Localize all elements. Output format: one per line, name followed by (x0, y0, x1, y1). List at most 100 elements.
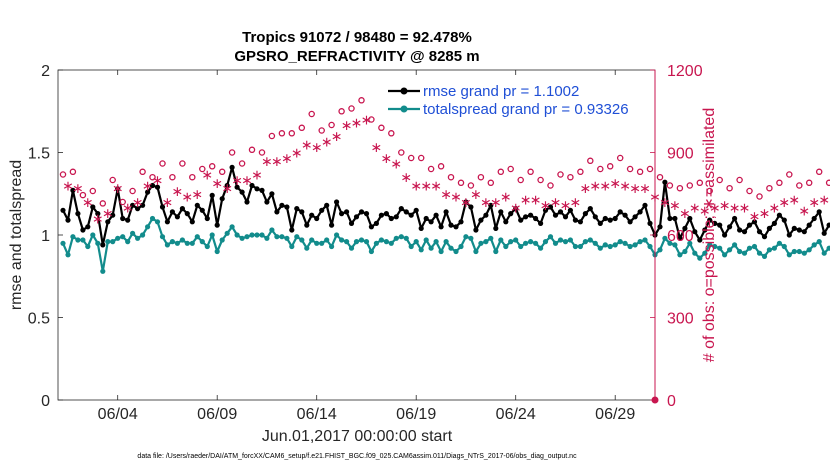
totalspread-point (130, 230, 136, 236)
rmse-point (324, 202, 330, 208)
assimilated-obs-marker: ∗ (400, 169, 412, 185)
rmse-point (796, 227, 802, 233)
rmse-point (120, 215, 126, 222)
totalspread-point (388, 240, 394, 246)
totalspread-point (214, 248, 220, 255)
totalspread-point (314, 240, 320, 246)
rmse-point (682, 225, 688, 231)
totalspread-point (403, 235, 409, 241)
totalspread-point (264, 235, 270, 241)
assimilated-obs-marker: ∗ (191, 186, 203, 202)
totalspread-point (582, 239, 589, 245)
rmse-point (592, 214, 598, 220)
y-right-tick-label: 600 (667, 228, 694, 245)
rmse-point (806, 222, 812, 228)
assimilated-obs-marker: ∗ (749, 208, 761, 224)
possible-obs-marker (59, 171, 67, 178)
totalspread-point (408, 243, 414, 250)
totalspread-point (105, 239, 111, 245)
totalspread-point (786, 252, 792, 258)
assimilated-obs-marker: ∗ (102, 205, 114, 221)
legend-label-rmse: rmse grand pr = 1.1002 (423, 83, 579, 100)
assimilated-obs-marker: ∗ (589, 178, 601, 194)
totalspread-point (309, 237, 315, 243)
y-right-tick-label: 0 (667, 393, 676, 410)
rmse-point (135, 206, 141, 212)
rmse-point (647, 220, 653, 226)
totalspread-point (239, 235, 245, 241)
totalspread-point (672, 242, 678, 248)
rmse-point (398, 206, 404, 212)
rmse-point (707, 217, 713, 223)
rmse-point (717, 222, 723, 228)
assimilated-obs-marker: ∗ (201, 167, 213, 183)
totalspread-point (503, 243, 509, 250)
rmse-point (174, 214, 180, 220)
possible-obs-marker (129, 187, 136, 195)
assimilated-obs-marker: ∗ (609, 175, 621, 191)
totalspread-point (647, 243, 653, 250)
assimilated-obs-marker: ∗ (639, 180, 651, 196)
assimilated-obs-marker: ∗ (221, 180, 233, 196)
possible-obs-marker (716, 176, 723, 184)
rmse-point (791, 225, 797, 231)
assimilated-obs-marker: ∗ (321, 134, 333, 150)
possible-obs-marker (159, 160, 166, 167)
possible-obs-marker (199, 165, 206, 173)
assimilated-obs-marker: ∗ (808, 194, 820, 210)
assimilated-obs-marker: ∗ (659, 194, 671, 210)
possible-obs-marker (597, 165, 604, 173)
rmse-point (274, 209, 280, 215)
totalspread-point (707, 242, 713, 248)
possible-obs-marker (776, 179, 783, 187)
rmse-point (189, 219, 195, 225)
rmse-point (587, 206, 593, 212)
rmse-point (363, 211, 370, 217)
possible-obs-marker (746, 187, 753, 195)
possible-obs-marker (517, 176, 524, 184)
totalspread-point (199, 239, 205, 245)
assimilated-obs-marker: ∗ (420, 178, 432, 194)
possible-obs-marker (616, 154, 624, 162)
totalspread-point (687, 240, 693, 246)
possible-obs-marker (278, 130, 286, 137)
totalspread-point (513, 237, 519, 243)
assimilated-obs-marker: ∗ (729, 200, 741, 216)
rmse-point (662, 179, 668, 185)
totalspread-point (95, 240, 101, 246)
assimilated-obs-marker: ∗ (828, 194, 830, 210)
totalspread-point (70, 234, 76, 240)
rmse-point (786, 232, 792, 238)
assimilated-obs-marker: ∗ (510, 200, 522, 216)
totalspread-point (274, 234, 280, 240)
rmse-point (344, 209, 350, 215)
assimilated-obs-marker: ∗ (759, 205, 771, 221)
totalspread-point (184, 240, 190, 246)
totalspread-point (110, 239, 116, 245)
rmse-point (622, 212, 628, 218)
totalspread-point (577, 243, 584, 250)
totalspread-point (702, 250, 708, 256)
rmse-point (751, 219, 758, 225)
totalspread-point (294, 234, 300, 240)
rmse-point (542, 207, 549, 213)
totalspread-point (727, 247, 733, 253)
totalspread-point (304, 245, 310, 251)
totalspread-point (771, 245, 778, 251)
rmse-point (70, 187, 76, 193)
assimilated-obs-marker: ∗ (142, 178, 154, 194)
totalspread-point (443, 239, 449, 245)
possible-obs-marker (547, 182, 554, 189)
totalspread-point (344, 239, 350, 245)
rmse-point (826, 222, 830, 228)
possible-obs-marker (606, 163, 614, 170)
totalspread-point (627, 243, 633, 250)
possible-obs-marker (686, 182, 694, 189)
assimilated-obs-marker: ∗ (500, 189, 512, 205)
rmse-point (229, 164, 235, 170)
possible-obs-marker (398, 149, 405, 156)
possible-obs-marker (417, 154, 425, 162)
totalspread-point (493, 248, 499, 255)
rmse-point (95, 211, 101, 217)
rmse-point (159, 204, 166, 210)
